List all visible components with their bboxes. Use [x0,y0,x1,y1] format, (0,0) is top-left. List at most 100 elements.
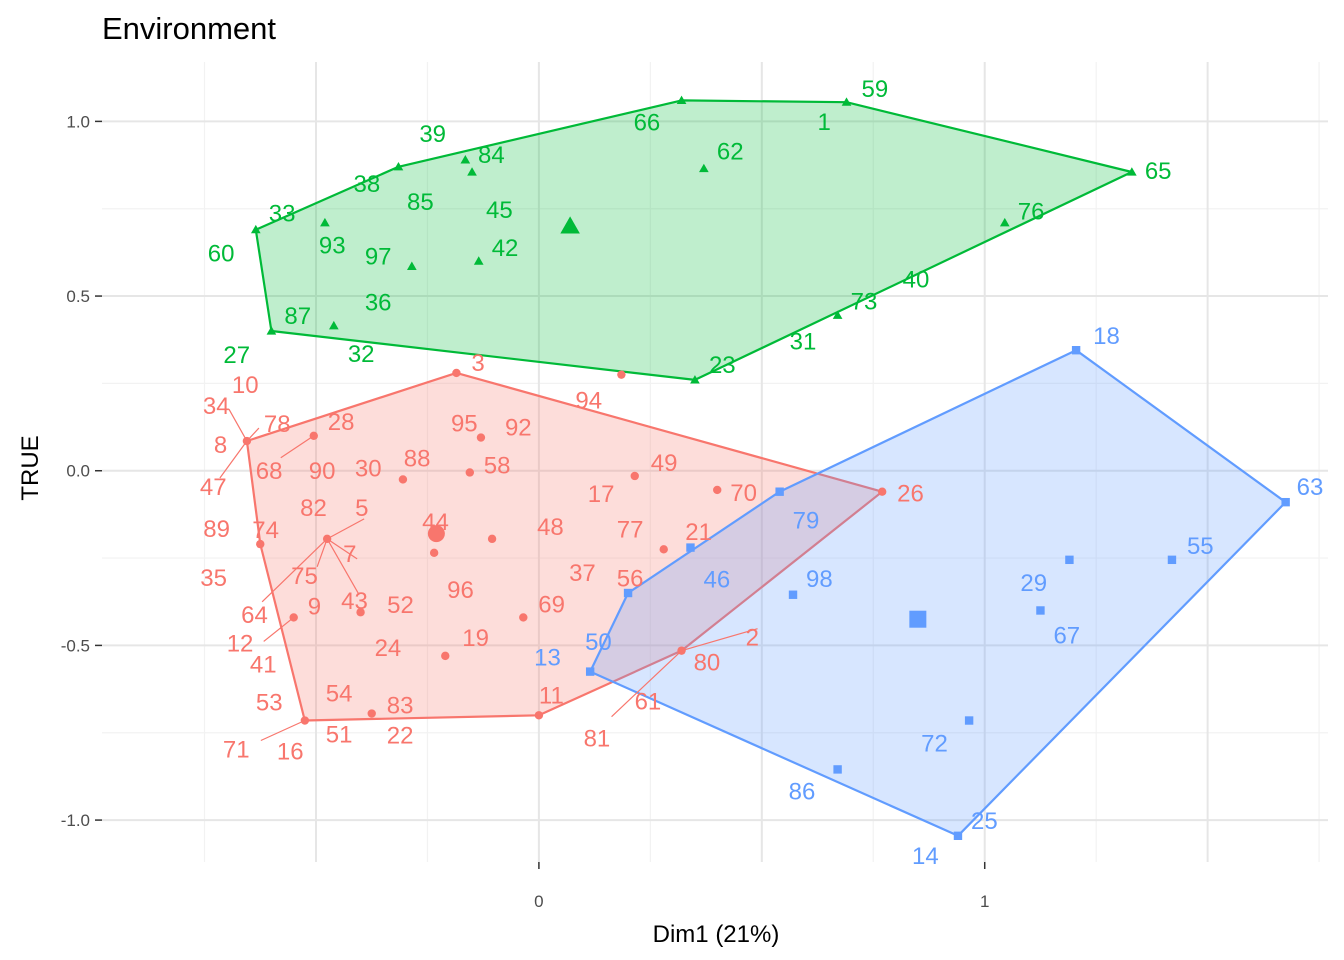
point-label: 87 [284,303,311,330]
data-point [407,261,417,270]
label-leader-lines [219,408,758,742]
point-label: 3 [471,350,484,377]
leader-line [260,719,306,742]
leader-line [219,440,248,479]
data-point [690,375,700,384]
data-points [242,95,1290,840]
point-label: 97 [365,243,392,270]
x-axis-title: Dim1 (21%) [653,921,780,948]
point-label: 29 [1020,570,1047,597]
data-point [256,539,265,549]
data-point [487,534,497,544]
data-point [775,487,784,496]
point-label: 95 [451,411,478,438]
point-label: 62 [717,139,744,166]
point-label: 98 [806,566,833,593]
data-point [429,548,439,558]
centroid-marker [909,610,927,628]
point-label: 86 [789,778,816,805]
data-point [467,167,477,176]
point-label: 48 [537,514,564,541]
point-label: 53 [256,690,283,717]
data-point [452,368,461,378]
point-label: 92 [505,415,532,442]
data-point [473,256,484,265]
point-label: 83 [387,693,414,720]
data-point [877,487,887,496]
leader-line [263,616,295,642]
point-label: 65 [1145,158,1172,185]
point-label: 9 [308,593,321,620]
data-point [465,468,474,477]
data-point [266,326,277,335]
cluster-hull-blue [589,349,1287,837]
point-label: 51 [326,722,353,749]
y-axis-title: TRUE [17,435,44,500]
point-label: 18 [1093,323,1120,350]
point-label: 46 [703,567,730,594]
point-label: 54 [326,681,353,708]
data-point [1281,497,1290,507]
point-label: 27 [223,342,250,369]
point-label: 16 [277,739,304,766]
point-label: 84 [478,142,505,169]
point-label: 33 [269,201,296,228]
data-point [367,709,376,718]
leader-line [261,538,328,603]
point-label: 68 [256,458,283,485]
data-point [630,471,639,481]
point-label: 67 [1053,622,1080,649]
point-label: 75 [291,563,318,590]
data-point [788,590,798,599]
point-label: 14 [912,843,939,870]
data-point [250,224,261,234]
leader-line [326,538,360,596]
data-point [833,765,842,774]
point-label: 74 [252,517,279,544]
leader-line [611,650,682,718]
point-label: 35 [200,565,227,592]
point-label: 88 [404,445,431,472]
point-label: 8 [214,432,227,459]
data-point [964,716,974,725]
data-point [289,613,298,622]
y-tick-label: 0.0 [66,462,90,481]
point-label: 82 [300,495,327,522]
y-tick-label: -1.0 [61,811,90,830]
data-point [677,646,686,655]
point-label: 44 [422,509,449,536]
data-point [1127,167,1137,176]
point-label: 21 [685,519,712,546]
point-label: 90 [309,458,336,485]
data-point [585,667,595,676]
point-label: 81 [584,726,611,753]
point-label: 89 [203,516,230,543]
x-tick-label: 0 [534,892,543,911]
point-label: 26 [897,481,924,508]
point-label: 73 [851,288,878,315]
point-label: 23 [709,352,736,379]
point-label: 78 [264,411,291,438]
centroid-marker [427,525,445,543]
data-point [242,436,252,446]
point-label: 39 [419,121,446,148]
data-point [356,608,365,617]
data-point [999,217,1010,227]
cluster-hulls [245,99,1287,837]
point-label: 24 [375,635,402,662]
point-label: 66 [634,109,661,136]
point-label: 56 [617,565,644,592]
cluster-hull-red [245,371,884,722]
data-point [953,831,963,840]
data-point [300,716,310,725]
data-point [441,651,450,661]
leader-line [681,628,758,652]
point-label: 59 [862,76,889,103]
point-label: 72 [921,731,948,758]
point-label: 12 [227,630,254,657]
data-point [659,545,668,554]
point-label: 58 [484,452,511,479]
axis-ticks: -1.0 -0.5 0.0 0.5 1.0 0 1 [61,112,990,911]
chart-title: Environment [102,11,276,46]
